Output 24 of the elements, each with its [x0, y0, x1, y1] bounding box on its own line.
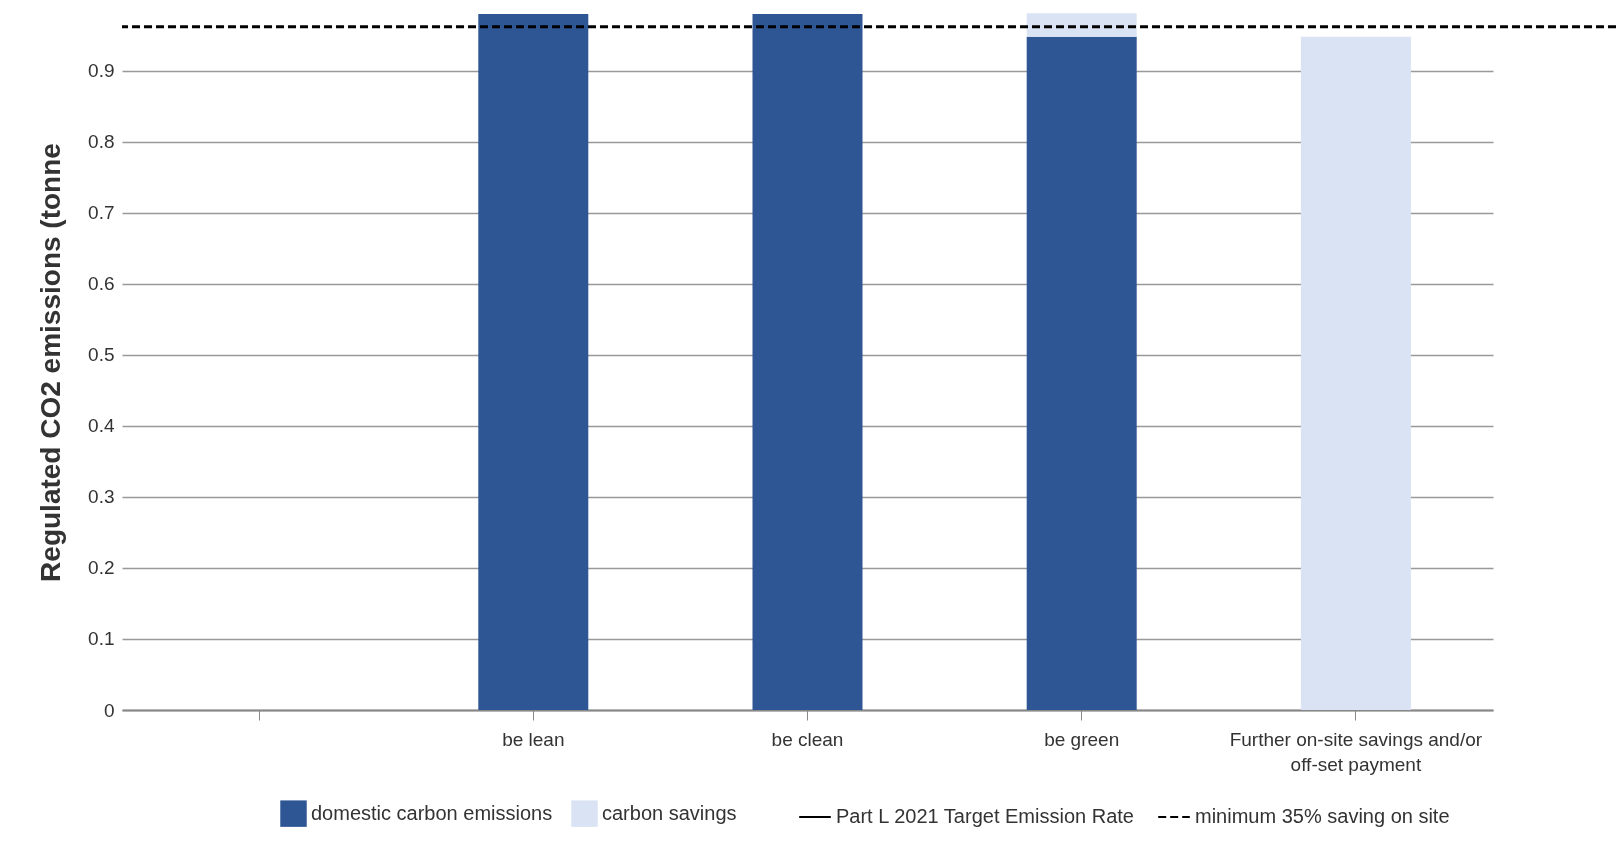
x-tick-label: be green: [1044, 728, 1120, 750]
y-tick-label: 0.2: [88, 557, 115, 579]
y-tick-label: 0.9: [88, 60, 115, 82]
x-tick-label: be clean: [771, 728, 844, 750]
y-tick-label: 0.4: [88, 415, 115, 437]
legend-label: minimum 35% saving on site: [1195, 805, 1450, 827]
x-tick-label: Further on-site savings and/or off-set payment: [1229, 728, 1483, 775]
x-tick-label: be lean: [502, 728, 565, 750]
bar: [752, 14, 863, 710]
text: Part L 2021 Target Emission Rate: [836, 805, 1134, 827]
legend-label: carbon savings: [602, 801, 737, 824]
y-tick-label: 0.3: [88, 486, 115, 508]
y-tick-label: 0.1: [88, 628, 115, 650]
y-tick-label: 0.7: [88, 202, 115, 224]
bar: [1300, 36, 1411, 710]
y-tick-label: 0: [103, 699, 115, 721]
bar: [1026, 13, 1137, 37]
y-axis-title: Regulated CO2 emissions (tonne: [35, 143, 67, 582]
y-tick-label: 0.6: [88, 273, 115, 295]
y-tick-label: 0.8: [88, 131, 115, 153]
bar: [1026, 36, 1137, 710]
legend-label: domestic carbon emissions: [311, 801, 553, 824]
bar: [478, 14, 589, 710]
y-tick-label: 0.5: [88, 344, 115, 366]
